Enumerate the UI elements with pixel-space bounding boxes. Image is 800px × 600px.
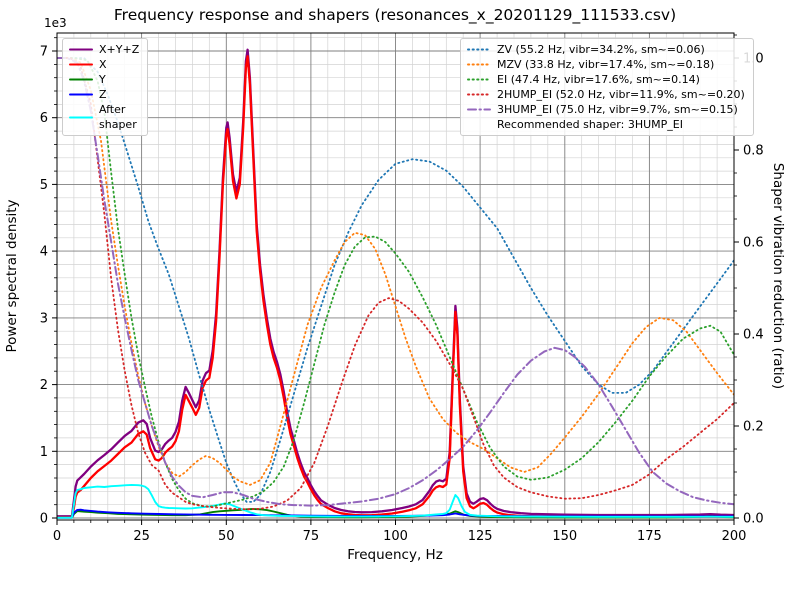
y-left-tick-label: 0 <box>40 511 48 526</box>
series-x <box>57 55 734 519</box>
legend-line-sample <box>69 63 93 66</box>
y-right-tick-label: 0.6 <box>743 235 764 250</box>
legend-item: MZV (33.8 Hz, vibr=17.4%, sm~=0.18) <box>467 57 745 72</box>
y-left-tick-label: 5 <box>40 178 48 193</box>
y-left-tick-label: 2 <box>40 378 48 393</box>
y-left-tick-label: 1 <box>40 445 48 460</box>
x-tick-label: 200 <box>722 529 747 544</box>
x-tick-label: 75 <box>303 529 320 544</box>
legend-line-sample <box>467 93 491 96</box>
series-lines <box>57 48 734 519</box>
x-tick-label: 0 <box>53 529 61 544</box>
legend-line-sample <box>69 116 93 118</box>
legend-item: 2HUMP_EI (52.0 Hz, vibr=11.9%, sm~=0.20) <box>467 87 745 102</box>
legend-label: ZV (55.2 Hz, vibr=34.2%, sm~=0.06) <box>497 43 705 56</box>
x-tick-label: 50 <box>218 529 235 544</box>
y-right-tick-label: 0.8 <box>743 143 764 158</box>
x-tick-label: 175 <box>637 529 662 544</box>
legend-note-row: Recommended shaper: 3HUMP_EI <box>467 117 745 132</box>
legend-item: EI (47.4 Hz, vibr=17.6%, sm~=0.14) <box>467 72 745 87</box>
legend-label: X+Y+Z <box>99 43 140 56</box>
legend-label: 2HUMP_EI (52.0 Hz, vibr=11.9%, sm~=0.20) <box>497 88 745 101</box>
y-left-offset-text: 1e3 <box>44 16 67 30</box>
y-left-tick-label: 3 <box>40 311 48 326</box>
legend-label: 3HUMP_EI (75.0 Hz, vibr=9.7%, sm~=0.15) <box>497 103 738 116</box>
legend-line-sample <box>467 108 491 111</box>
legend-line-sample <box>69 48 93 51</box>
legend-item: Y <box>69 72 139 87</box>
y-right-tick-label: 0.0 <box>743 512 764 527</box>
y-right-tick-label: 0.4 <box>743 328 764 343</box>
legend-line-sample <box>467 48 491 51</box>
y-left-tick-label: 4 <box>40 245 48 260</box>
legend-label: Z <box>99 88 107 101</box>
legend-line-sample <box>467 78 491 81</box>
y-left-tick-label: 7 <box>40 45 48 60</box>
chart-title: Frequency response and shapers (resonanc… <box>114 6 676 25</box>
x-tick-label: 125 <box>468 529 493 544</box>
legend-line-sample <box>467 63 491 66</box>
legend-shapers: ZV (55.2 Hz, vibr=34.2%, sm~=0.06) MZV (3… <box>460 38 754 136</box>
y-left-tick-label: 6 <box>40 111 48 126</box>
legend-item: ZV (55.2 Hz, vibr=34.2%, sm~=0.06) <box>467 42 745 57</box>
series-zv <box>57 57 734 503</box>
legend-label: EI (47.4 Hz, vibr=17.6%, sm~=0.14) <box>497 73 700 86</box>
series-mzv <box>57 57 734 486</box>
legend-item: X+Y+Z <box>69 42 139 57</box>
legend-item: Z <box>69 87 139 102</box>
x-tick-label: 150 <box>552 529 577 544</box>
legend-label: After shaper <box>99 103 137 131</box>
grid-minor <box>57 33 734 520</box>
x-tick-label: 100 <box>383 529 408 544</box>
y-right-axis-label: Shaper vibration reduction (ratio) <box>770 163 786 389</box>
x-tick-label: 25 <box>133 529 150 544</box>
x-axis-label: Frequency, Hz <box>347 547 443 563</box>
legend-item: X <box>69 57 139 72</box>
series-3hump-ei <box>57 57 734 507</box>
legend-label: Y <box>99 73 106 86</box>
legend-line-sample <box>69 78 93 81</box>
y-right-tick-label: 0.2 <box>743 420 764 435</box>
recommended-shaper-note: Recommended shaper: 3HUMP_EI <box>497 118 683 131</box>
legend-label: X <box>99 58 107 71</box>
legend-label: MZV (33.8 Hz, vibr=17.4%, sm~=0.18) <box>497 58 715 71</box>
series-ei <box>57 57 734 508</box>
y-left-axis-label: Power spectral density <box>4 199 20 352</box>
legend-line-sample <box>69 93 93 96</box>
series-2hump-ei <box>57 57 734 511</box>
legend-item: 3HUMP_EI (75.0 Hz, vibr=9.7%, sm~=0.15) <box>467 102 745 117</box>
legend-item: After shaper <box>69 102 139 132</box>
legend-psd: X+Y+Z X Y Z After shaper <box>62 38 149 136</box>
